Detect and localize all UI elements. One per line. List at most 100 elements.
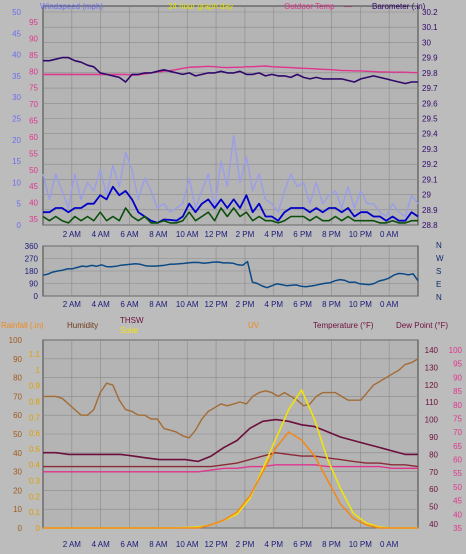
direction-tick: 0 <box>34 292 39 301</box>
x-tick: 0 AM <box>380 300 399 309</box>
rain-tick: 0.9 <box>29 382 41 391</box>
x-tick: 8 AM <box>149 540 168 549</box>
wind-tick: 30 <box>12 93 21 102</box>
temp-tick: 100 <box>425 416 439 425</box>
temp-tick: 35 <box>29 215 38 224</box>
compass-label: S <box>436 267 441 276</box>
temp-tick: 40 <box>429 520 438 529</box>
wind-tick: 15 <box>12 157 21 166</box>
dew-tick: 65 <box>453 442 462 451</box>
dew-tick: 100 <box>449 346 463 355</box>
rain-tick: 0 <box>36 524 41 533</box>
temp-tick: 70 <box>29 100 38 109</box>
x-tick: 12 PM <box>205 540 228 549</box>
outdoor-temp-label: Outdoor Temp <box>284 2 335 11</box>
baro-tick: 30 <box>422 38 431 47</box>
x-tick: 8 PM <box>322 540 341 549</box>
x-tick: 8 PM <box>322 300 341 309</box>
x-tick: 6 PM <box>293 300 312 309</box>
x-tick: 4 PM <box>264 540 283 549</box>
rain-tick: 1.1 <box>29 350 41 359</box>
dew-tick: 95 <box>453 360 462 369</box>
x-tick: 10 AM <box>176 540 199 549</box>
baro-tick: 28.9 <box>422 206 438 215</box>
rain-tick: 0.7 <box>29 413 41 422</box>
legend-sep: --- <box>344 2 352 11</box>
series-dew-point <box>43 464 418 473</box>
dew-tick: 85 <box>453 387 462 396</box>
temp-tick: 50 <box>429 503 438 512</box>
temp-tick: 60 <box>429 485 438 494</box>
wind-tick: 35 <box>12 72 21 81</box>
wind-tick: 25 <box>12 115 21 124</box>
humidity-tick: 70 <box>13 392 22 401</box>
rain-tick: 0.8 <box>29 397 41 406</box>
baro-tick: 29.9 <box>422 54 438 63</box>
graph-title: 24 hour graph day <box>168 2 233 11</box>
x-tick: 2 AM <box>63 540 82 549</box>
temp-tick: 90 <box>29 34 38 43</box>
x-tick: 4 PM <box>264 300 283 309</box>
wind-tick: 5 <box>17 200 22 209</box>
mid-series-group <box>42 260 419 289</box>
baro-tick: 28.8 <box>422 221 438 230</box>
dew-tick: 50 <box>453 483 462 492</box>
wind-tick: 50 <box>12 8 21 17</box>
top-axes: 30.2 30.1 30 29.9 29.8 29.7 29.6 29.5 29.4 29.3 29… <box>12 8 438 239</box>
baro-tick: 30.2 <box>422 8 438 17</box>
x-tick: 2 AM <box>63 230 82 239</box>
x-tick: 2 PM <box>236 300 255 309</box>
baro-tick: 29.3 <box>422 145 438 154</box>
x-tick: 6 PM <box>293 230 312 239</box>
rain-tick: 0.6 <box>29 429 41 438</box>
humidity-tick: 100 <box>9 336 23 345</box>
humidity-tick: 10 <box>13 505 22 514</box>
humidity-tick: 50 <box>13 430 22 439</box>
baro-tick: 29.8 <box>422 69 438 78</box>
series-wind-avg <box>43 185 419 224</box>
rain-tick: 0.1 <box>29 508 41 517</box>
baro-tick: 29.6 <box>422 99 438 108</box>
baro-tick: 29.7 <box>422 84 438 93</box>
rain-tick: 0.3 <box>29 477 41 486</box>
humidity-tick: 60 <box>13 411 22 420</box>
temp-tick: 80 <box>29 67 38 76</box>
dew-tick: 40 <box>453 510 462 519</box>
temp-tick: 110 <box>425 398 438 407</box>
x-tick: 0 AM <box>380 540 399 549</box>
x-tick: 8 AM <box>149 230 168 239</box>
x-tick: 10 PM <box>349 230 372 239</box>
x-tick: 6 AM <box>120 540 139 549</box>
temp-tick: 50 <box>29 166 38 175</box>
temperature-label: Temperature (°F) <box>313 321 374 330</box>
compass-label: W <box>436 254 444 263</box>
humidity-tick: 80 <box>13 374 22 383</box>
temp-tick: 75 <box>29 84 38 93</box>
x-tick: 12 PM <box>205 300 228 309</box>
x-tick: 8 PM <box>322 230 341 239</box>
humidity-label: Humidity <box>67 321 98 330</box>
temp-tick: 130 <box>425 363 439 372</box>
compass-label: N <box>436 293 442 302</box>
temp-tick: 55 <box>29 149 38 158</box>
baro-tick: 29.4 <box>422 130 438 139</box>
humidity-tick: 90 <box>13 355 22 364</box>
dew-tick: 75 <box>453 414 462 423</box>
series-thsw <box>43 452 419 468</box>
humidity-tick: 0 <box>18 524 23 533</box>
temp-tick: 65 <box>29 117 38 126</box>
temp-tick: 80 <box>429 450 438 459</box>
direction-tick: 90 <box>29 280 38 289</box>
dew-point-label: Dew Point (°F) <box>396 321 448 330</box>
wind-tick: 20 <box>12 136 21 145</box>
x-tick: 4 AM <box>92 300 111 309</box>
x-tick: 10 AM <box>176 230 199 239</box>
baro-tick: 29.5 <box>422 115 438 124</box>
series-humidity <box>43 358 419 439</box>
x-tick: 10 AM <box>176 300 199 309</box>
series-barometer <box>43 56 418 85</box>
baro-tick: 30.1 <box>422 23 438 32</box>
series-wind-direction <box>42 260 419 289</box>
x-tick: 4 PM <box>264 230 283 239</box>
compass-label: N <box>436 241 442 250</box>
